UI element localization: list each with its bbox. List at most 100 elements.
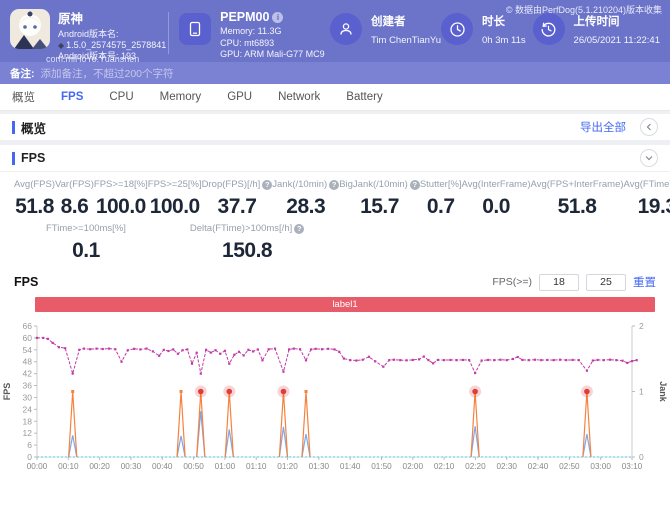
collapse-left-button[interactable]: [640, 118, 658, 136]
note-input[interactable]: 添加备注，不超过200个字符: [40, 67, 174, 80]
svg-text:02:30: 02:30: [496, 462, 517, 471]
app-version-name-label: Android版本名:: [58, 29, 119, 39]
stat-label: FPS>=25[%]: [147, 179, 202, 190]
stat-label: Avg(InterFrame): [461, 179, 531, 190]
creator-value: Tim ChenTianYu: [370, 35, 442, 46]
header: © 数据由PerfDog(5.1.210204)版本收集 原神 Android版…: [0, 0, 670, 64]
svg-text:00:10: 00:10: [58, 462, 79, 471]
svg-text:00:30: 00:30: [121, 462, 142, 471]
svg-text:36: 36: [23, 381, 33, 391]
svg-text:02:20: 02:20: [465, 462, 486, 471]
region-label-bar: label1: [35, 297, 655, 312]
stat-value: 51.8: [15, 195, 54, 218]
stat-Avg(FPS): Avg(FPS) 51.8: [14, 179, 55, 219]
stat-label: Drop(FPS)[/h]?: [202, 179, 273, 190]
fps-chart-area: 0 6 12 18 24 30 36 42 48 54 60 66 0 1 2 FPS Jank 00:00 00:…: [0, 312, 670, 472]
fps-threshold-input-1[interactable]: 18: [539, 273, 579, 291]
stat-label: Avg(FPS): [14, 179, 56, 190]
tab-概览[interactable]: 概览: [12, 92, 35, 104]
help-icon[interactable]: ?: [409, 179, 420, 190]
stat-Drop(FPS)[/h]: Drop(FPS)[/h]? 37.7: [202, 179, 273, 219]
stat-value: 15.7: [360, 195, 399, 218]
svg-text:54: 54: [23, 345, 33, 355]
fps-stats-row-2: FTime>=100ms[%] 0.1 Delta(FTime)>100ms[/h]…: [0, 223, 670, 263]
stat-value: 100.0: [149, 195, 201, 218]
stat-label: Avg(FPS+InterFrame): [530, 179, 624, 190]
svg-text:02:00: 02:00: [403, 462, 424, 471]
svg-text:1: 1: [639, 387, 644, 397]
stat-label: BigJank(/10min)?: [339, 179, 420, 190]
collapse-panel-button[interactable]: [640, 149, 658, 167]
upload-time-block: 上传时间 26/05/2021 11:22:41: [532, 10, 660, 62]
svg-text:01:40: 01:40: [340, 462, 361, 471]
overview-title: 概览: [21, 121, 47, 136]
stat-label: Stutter[%]: [419, 179, 462, 190]
tab-CPU[interactable]: CPU: [109, 91, 134, 103]
tab-Network[interactable]: Network: [278, 91, 321, 103]
copyright-text: © 数据由PerfDog(5.1.210204)版本收集: [505, 5, 662, 15]
device-name: PEPM00: [220, 10, 270, 24]
svg-text:01:30: 01:30: [309, 462, 330, 471]
stat-FPS>=25[%]: FPS>=25[%] 100.0: [148, 179, 202, 219]
overview-section-header: 概览 导出全部: [0, 114, 670, 140]
svg-text:24: 24: [23, 404, 33, 414]
help-icon[interactable]: ?: [294, 223, 305, 234]
svg-text:48: 48: [23, 357, 33, 367]
stat-Jank(/10min): Jank(/10min)? 28.3: [272, 179, 340, 219]
tab-Battery[interactable]: Battery: [346, 91, 383, 103]
svg-text:42: 42: [23, 369, 33, 379]
help-icon[interactable]: ?: [262, 179, 273, 190]
stat-Avg(FPS+InterFrame): Avg(FPS+InterFrame) 51.8: [531, 179, 624, 219]
svg-text:FPS: FPS: [2, 383, 12, 401]
stat-value: 0.1: [72, 239, 100, 262]
tab-Memory[interactable]: Memory: [159, 91, 202, 103]
stat-label: FPS>=18[%]: [93, 179, 148, 190]
creator-block: 创建者 Tim ChenTianYu: [329, 10, 442, 62]
stat-value: 100.0: [95, 195, 147, 218]
stat-value: 0.0: [482, 195, 510, 218]
device-cpu: CPU: mt6893: [220, 37, 275, 48]
creator-label: 创建者: [370, 16, 406, 28]
fps-panel-title: FPS: [21, 151, 46, 165]
stat-value: 28.3: [286, 195, 326, 218]
svg-text:03:10: 03:10: [622, 462, 643, 471]
duration-label: 时长: [482, 16, 506, 28]
tab-FPS[interactable]: FPS: [61, 91, 84, 103]
svg-text:02:50: 02:50: [559, 462, 580, 471]
export-all-link[interactable]: 导出全部: [580, 122, 626, 134]
phone-icon: [179, 13, 212, 45]
section-accent-bar: [12, 120, 15, 134]
fps-threshold-input-2[interactable]: 25: [586, 273, 626, 291]
svg-text:00:00: 00:00: [27, 462, 48, 471]
tab-bar: 概览 FPS CPU Memory GPU Network Battery: [0, 84, 670, 111]
svg-text:03:00: 03:00: [590, 462, 611, 471]
svg-text:02:40: 02:40: [528, 462, 549, 471]
svg-text:01:20: 01:20: [277, 462, 298, 471]
help-icon[interactable]: ?: [329, 179, 340, 190]
stat-label: Var(FPS): [55, 179, 94, 190]
svg-text:01:10: 01:10: [246, 462, 267, 471]
stat-value: 150.8: [222, 239, 273, 262]
fps-chart-title: FPS: [14, 275, 39, 289]
device-memory: Memory: 11.3G: [220, 26, 282, 36]
stat-label: Avg(FTime)[ms]: [623, 179, 670, 190]
duration-block: 时长 0h 3m 11s: [441, 10, 533, 62]
svg-text:6: 6: [27, 440, 32, 450]
stat-value: 0.7: [426, 195, 455, 218]
svg-text:30: 30: [23, 392, 33, 402]
clock-icon: [441, 13, 474, 45]
stat-Avg(FTime)[ms]: Avg(FTime)[ms] 19.3: [624, 179, 670, 219]
svg-text:01:50: 01:50: [371, 462, 392, 471]
fps-panel: FPS Avg(FPS) 51.8 Var(FPS) 8.6 FPS>=18[%] 100…: [0, 145, 670, 510]
svg-text:00:50: 00:50: [183, 462, 204, 471]
svg-text:00:40: 00:40: [152, 462, 173, 471]
device-gpu: GPU: ARM Mali-G77 MC9: [220, 49, 325, 59]
reset-button[interactable]: 重置: [633, 277, 656, 289]
upload-time-label: 上传时间: [573, 16, 620, 28]
stat-value: 19.3: [637, 195, 670, 218]
device-info-icon[interactable]: i: [272, 11, 284, 23]
note-row: 备注: 添加备注，不超过200个字符: [0, 62, 670, 84]
stat-Delta(FTime)>100ms[/h]: Delta(FTime)>100ms[/h]? 150.8: [190, 223, 305, 263]
tab-GPU[interactable]: GPU: [227, 91, 253, 103]
